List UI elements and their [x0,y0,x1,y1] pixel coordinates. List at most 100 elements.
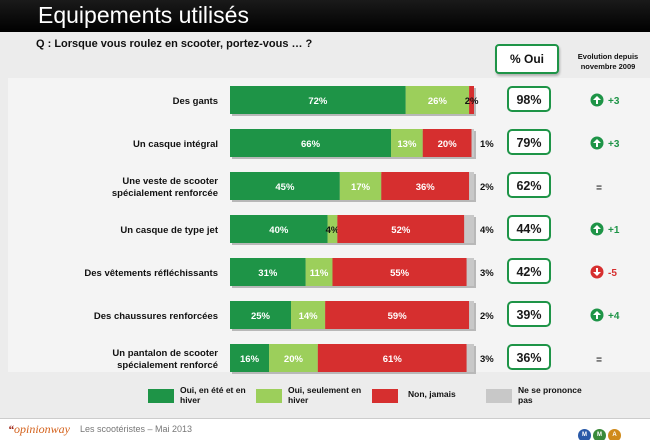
pct-oui-header: % Oui [495,44,559,74]
bar-segment [291,301,326,329]
data-label: 31% [258,268,278,279]
bar-segment [269,344,318,372]
bar-segment [230,215,328,243]
data-label: 4% [326,225,340,236]
data-label: 45% [275,182,295,193]
data-label: 1% [480,139,494,150]
category-label: spécialement renforcée [112,188,218,199]
data-label: 3% [480,268,494,279]
bar-segment [469,172,474,200]
evolution-header-line1: Evolution depuis [577,52,639,61]
bar-segment [327,215,338,243]
pct-oui-box [507,215,551,241]
bar-segment [230,172,340,200]
pct-oui-box [507,344,551,370]
bar-segment [466,344,474,372]
data-label: 11% [310,268,329,279]
pct-oui-value: 39% [516,308,541,322]
pct-oui-value: 79% [516,136,541,150]
category-label: Des gants [173,96,218,107]
data-label: 36% [416,182,436,193]
bar-segment [230,344,270,372]
data-label: 3% [480,354,494,365]
pct-oui-value: 98% [516,93,541,107]
data-label: 59% [388,311,408,322]
bar-segment [230,129,392,157]
pct-oui-value: 62% [516,179,541,193]
bar-segment [230,301,291,329]
category-label: Une veste de scooter [122,176,218,187]
evolution-header: Evolution depuis novembre 2009 [568,52,648,72]
legend-label-non-jamais: Non, jamais [408,389,456,399]
bar-segment [332,258,467,286]
bar-segment [339,172,382,200]
data-label: 40% [269,225,289,236]
question-text: Q : Lorsque vous roulez en scooter, port… [36,38,313,50]
category-label: Un pantalon de scooter [112,348,218,359]
pct-oui-value: 42% [516,265,541,279]
data-label: 61% [383,354,403,365]
bar-segment [464,215,474,243]
brand-logo: “opinionway [8,422,70,437]
arrow-head [593,225,601,229]
page-title: Equipements utilisés [38,2,249,28]
category-label: Un casque de type jet [120,225,219,236]
data-label: 14% [299,311,319,322]
bar-segment [317,344,467,372]
pct-oui-box [507,86,551,112]
legend-swatch-non-jamais [372,389,398,403]
brand-name: opinionway [14,422,70,436]
study-caption: Les scootéristes – Mai 2013 [80,424,193,434]
bar-segment [325,301,470,329]
legend: Oui, en été et en hiver Oui, seulement e… [0,377,650,417]
evolution-value: -5 [608,268,617,279]
data-label: 16% [240,354,260,365]
evolution-equal-sign: = [596,183,602,194]
pct-oui-box [507,172,551,198]
arrow-head [593,272,601,276]
legend-swatch-oui-hiver [256,389,282,403]
data-label: 20% [438,139,458,150]
data-label: 25% [251,311,271,322]
legend-label-oui-ete-hiver: Oui, en été et en hiver [180,385,246,405]
bar-segment [469,301,474,329]
partner-logo-1: M [578,429,591,440]
pct-oui-value: 44% [516,222,541,236]
arrow-stem [596,315,598,319]
data-label: 2% [480,311,494,322]
bar-segment [337,215,465,243]
evolution-value: +3 [608,139,620,150]
arrow-stem [596,100,598,104]
category-label: Des chaussures renforcées [94,311,218,322]
legend-label-nsp: Ne se prononce pas [518,385,582,405]
legend-swatch-oui-ete-hiver [148,389,174,403]
bar-segment [230,258,306,286]
footer: “opinionway Les scootéristes – Mai 2013 … [0,418,650,440]
bar-segment [471,129,474,157]
partner-logo-3: A [608,429,621,440]
pct-oui-box [507,258,551,284]
arrow-stem [596,143,598,147]
data-label: 17% [351,182,371,193]
arrow-head [593,311,601,315]
data-label: 13% [397,139,417,150]
arrow-stem [596,229,598,233]
category-label: spécialement renforcé [117,360,218,371]
legend-swatch-nsp [486,389,512,403]
bar-segment [466,258,474,286]
evolution-header-line2: novembre 2009 [580,62,636,71]
evolution-value: +4 [608,311,620,322]
category-label: Un casque intégral [133,139,218,150]
bar-segment [391,129,423,157]
data-label: 66% [301,139,321,150]
bar-segment [469,86,474,114]
data-label: 72% [308,96,328,107]
evolution-equal-sign: = [596,355,602,366]
brand-quote: “ [8,422,14,436]
arrow-head [593,96,601,100]
title-bar: Equipements utilisés [0,0,650,32]
category-label: Des vêtements réfléchissants [84,268,218,279]
partner-logo-2: M [593,429,606,440]
